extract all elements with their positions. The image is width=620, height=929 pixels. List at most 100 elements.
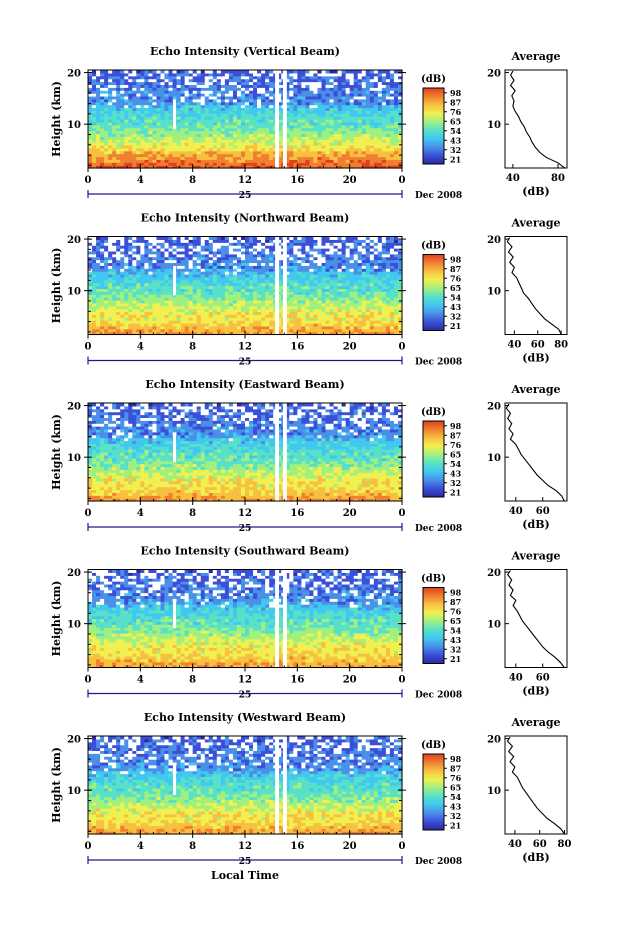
y-tick-label: 10 — [67, 786, 81, 797]
colorbar — [422, 753, 445, 831]
x-tick-label: 8 — [189, 508, 196, 519]
y-axis-label: Height (km) — [50, 414, 63, 490]
average-x-label: (dB) — [522, 185, 549, 198]
average-title: Average — [510, 217, 560, 230]
heatmap-cells — [88, 403, 403, 502]
colorbar-tick-label: 65 — [450, 616, 461, 626]
average-frame — [504, 69, 568, 169]
colorbar-unit: (dB) — [421, 574, 446, 585]
average-frame — [504, 735, 568, 835]
panel-3: Echo Intensity (Eastward Beam) 10 20 Height… — [50, 378, 568, 534]
colorbar — [422, 587, 445, 664]
average-x-label: (dB) — [522, 518, 549, 531]
heatmap-cells — [88, 236, 403, 336]
colorbar-tick-label: 87 — [450, 264, 461, 274]
colorbar-tick-label: 98 — [450, 754, 462, 764]
x-tick-label: 20 — [343, 841, 357, 852]
average-x-label: (dB) — [522, 851, 549, 864]
panel-title: Echo Intensity (Westward Beam) — [144, 711, 346, 724]
x-tick-label: 20 — [343, 175, 357, 186]
x-tick-label: 8 — [189, 175, 196, 186]
date-label: Dec 2008 — [415, 524, 462, 534]
average-x-tick-label: 60 — [533, 839, 547, 850]
colorbar-tick-label: 98 — [450, 88, 462, 98]
colorbar-tick-label: 43 — [450, 801, 462, 811]
panel-1: Echo Intensity (Vertical Beam) 10 20 Height… — [50, 45, 568, 201]
panel-title: Echo Intensity (Northward Beam) — [141, 212, 350, 225]
x-tick-label: 16 — [290, 508, 304, 519]
average-x-tick-label: 60 — [531, 340, 545, 351]
x-tick-label: 0 — [399, 342, 406, 353]
average-profile-line — [506, 736, 565, 835]
colorbar-tick-label: 65 — [450, 782, 461, 792]
x-tick-label: 4 — [137, 175, 144, 186]
y-axis-label: Height (km) — [50, 81, 63, 157]
average-x-tick-label: 40 — [508, 839, 522, 850]
colorbar-tick-label: 43 — [450, 468, 462, 478]
data-gap — [282, 236, 287, 335]
x-tick-label: 0 — [85, 841, 92, 852]
panel-2: Echo Intensity (Northward Beam) 10 20 Heigh… — [50, 212, 568, 368]
data-gap — [275, 403, 280, 501]
average-title: Average — [510, 50, 560, 63]
average-frame — [504, 236, 568, 335]
x-tick-label: 12 — [238, 342, 252, 353]
x-tick-label: 16 — [290, 342, 304, 353]
data-gap — [173, 99, 177, 129]
panel-5: Echo Intensity (Westward Beam) 10 20 Height… — [50, 711, 572, 867]
day-label: 25 — [239, 524, 252, 534]
colorbar-tick-label: 32 — [450, 311, 461, 321]
heatmap-cells — [88, 736, 403, 835]
colorbar-tick-label: 43 — [450, 135, 462, 145]
average-y-tick-label: 10 — [487, 453, 501, 464]
average-profile-line — [509, 70, 566, 169]
average-y-tick-label: 20 — [487, 568, 501, 579]
x-tick-label: 12 — [238, 175, 252, 186]
y-tick-label: 10 — [67, 453, 81, 464]
data-gap — [282, 403, 287, 501]
average-y-tick-label: 10 — [487, 786, 501, 797]
colorbar-tick-label: 21 — [450, 820, 461, 830]
average-x-tick-label: 40 — [509, 506, 523, 517]
average-y-tick-label: 20 — [487, 402, 501, 413]
x-tick-label: 8 — [189, 675, 196, 686]
x-tick-label: 0 — [399, 175, 406, 186]
y-tick-label: 20 — [67, 235, 81, 246]
y-axis-label: Height (km) — [50, 581, 63, 657]
y-tick-label: 20 — [67, 568, 81, 579]
average-y-tick-label: 10 — [487, 620, 501, 631]
x-tick-label: 0 — [85, 175, 92, 186]
colorbar-unit: (dB) — [421, 407, 446, 418]
x-tick-label: 0 — [85, 675, 92, 686]
date-label: Dec 2008 — [415, 691, 462, 701]
average-x-tick-label: 40 — [506, 173, 520, 184]
average-x-label: (dB) — [522, 352, 549, 365]
average-x-tick-label: 40 — [509, 673, 523, 684]
colorbar — [422, 87, 445, 165]
average-y-tick-label: 10 — [487, 287, 501, 298]
colorbar — [422, 254, 445, 331]
day-label: 25 — [239, 691, 252, 701]
colorbar-tick-label: 21 — [450, 654, 461, 664]
x-tick-label: 16 — [290, 841, 304, 852]
y-tick-label: 10 — [67, 287, 81, 298]
date-label: Dec 2008 — [415, 191, 462, 201]
colorbar-tick-label: 76 — [450, 773, 462, 783]
colorbar-tick-label: 98 — [450, 421, 462, 431]
colorbar-tick-label: 32 — [450, 811, 461, 821]
x-tick-label: 8 — [189, 342, 196, 353]
panel-title: Echo Intensity (Southward Beam) — [141, 545, 350, 558]
colorbar-tick-label: 65 — [450, 116, 461, 126]
average-x-tick-label: 80 — [554, 340, 568, 351]
panel-4: Echo Intensity (Southward Beam) 10 20 Heigh… — [50, 545, 568, 701]
x-tick-label: 4 — [137, 841, 144, 852]
average-x-tick-label: 60 — [536, 673, 550, 684]
heatmap-cells — [88, 70, 403, 169]
average-profile-line — [507, 570, 565, 668]
colorbar-tick-label: 21 — [450, 321, 461, 331]
y-tick-label: 10 — [67, 120, 81, 131]
colorbar-tick-label: 98 — [450, 254, 462, 264]
date-label: Dec 2008 — [415, 358, 462, 368]
colorbar-tick-label: 87 — [450, 763, 461, 773]
data-gap — [173, 432, 177, 462]
